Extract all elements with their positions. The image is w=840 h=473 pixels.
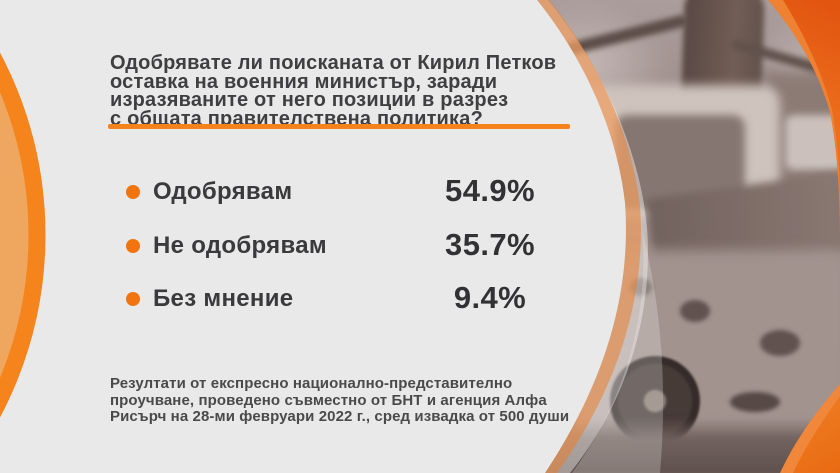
question-line: с общата правителствена политика? [110, 107, 484, 130]
content-panel [0, 0, 626, 473]
option-label: Без мнение [153, 285, 294, 312]
question-line: изразяваните от него позиции в разрез [110, 89, 509, 112]
source-line: Рисърч на 28-ми февруари 2022 г., сред и… [110, 408, 570, 426]
top-right-wedge-dark [783, 0, 840, 214]
question-line: Одобрявате ли поисканата от Кирил Петков [110, 52, 557, 74]
question-line: оставка на военния министър, заради [110, 70, 498, 93]
photo-burn-spot [730, 392, 780, 412]
option-value: 9.4% [453, 280, 527, 315]
source-line: проучване, проведено съвместно от БНТ и … [110, 391, 547, 409]
left-orange-ring [0, 52, 46, 418]
source-note: Резултати от експресно национално-предст… [110, 375, 570, 426]
option-bullet-icon [126, 292, 140, 306]
result-row: Без мнение 9.4% [126, 280, 526, 316]
bottom-haze-band [572, 230, 664, 473]
option-value: 35.7% [445, 227, 535, 262]
option-label: Не одобрявам [153, 232, 327, 259]
photo-burn-spot [680, 300, 710, 322]
bottom-right-wedge-dark [793, 396, 840, 473]
option-value: 54.9% [445, 173, 535, 208]
source-line: Резултати от експресно национално-предст… [110, 375, 513, 392]
option-bullet-icon [126, 239, 140, 253]
option-label: Одобрявам [153, 178, 293, 205]
photo-white-van [785, 115, 840, 170]
result-row: Не одобрявам 35.7% [126, 227, 535, 263]
option-bullet-icon [126, 185, 140, 199]
photo-burn-spot [760, 330, 800, 356]
question-title: Одобрявате ли поисканата от Кирил Петков… [110, 52, 557, 130]
result-row: Одобрявам 54.9% [126, 173, 535, 209]
title-underline-accent [108, 124, 570, 129]
